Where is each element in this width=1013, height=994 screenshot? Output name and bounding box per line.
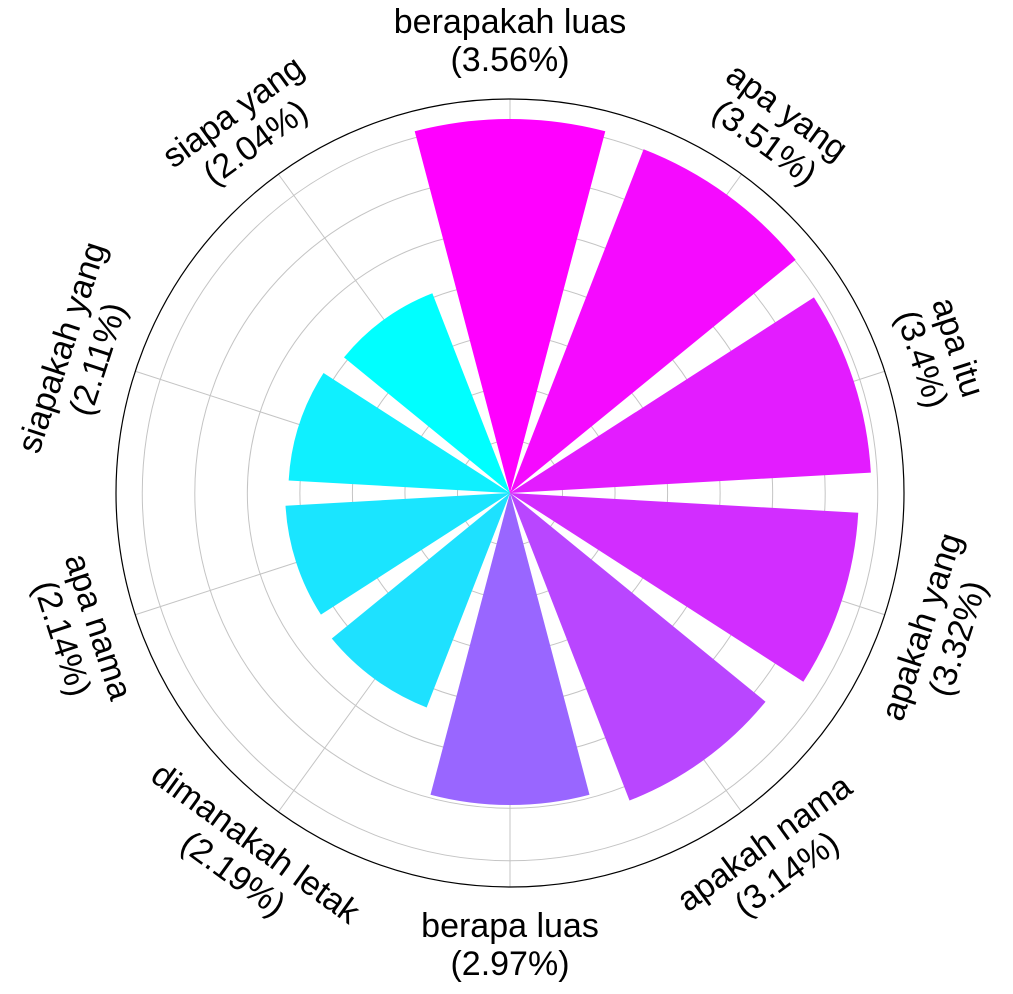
value-label: (3.56%) — [450, 41, 569, 79]
polar-frame — [115, 98, 905, 888]
bar-dimanakah-letak — [331, 493, 510, 708]
bar-apakah-nama — [510, 493, 766, 801]
value-label: (2.97%) — [450, 945, 569, 983]
category-label-group: apa yang(3.51%) — [705, 55, 854, 193]
bar-berapakah-luas — [414, 118, 606, 493]
bar-siapa-yang — [344, 293, 510, 493]
category-label-group: berapakah luas(3.56%) — [394, 3, 627, 79]
bar-apa-nama — [285, 493, 510, 615]
category-label-group: apakah yang(3.32%) — [874, 528, 995, 725]
category-label-group: berapa luas(2.97%) — [421, 907, 599, 983]
bar-berapa-luas — [430, 493, 590, 806]
bar-apa-yang — [510, 149, 796, 493]
bar-apa-itu — [510, 297, 871, 493]
category-label-group: apa itu(3.4%) — [888, 293, 992, 413]
category-label-group: dimanakah letak(2.19%) — [144, 755, 367, 932]
category-label-group: siapakah yang(2.11%) — [10, 237, 134, 457]
bar-siapakah-yang — [288, 373, 510, 493]
category-label: berapakah luas — [394, 3, 627, 41]
category-label-group: apakah nama(3.14%) — [670, 767, 859, 924]
category-label: berapa luas — [421, 907, 599, 945]
category-label-group: apa nama(2.14%) — [26, 549, 140, 705]
category-label-group: siapa yang(2.04%) — [155, 48, 314, 193]
bar-apakah-yang — [510, 493, 859, 682]
bars-layer — [285, 118, 871, 806]
